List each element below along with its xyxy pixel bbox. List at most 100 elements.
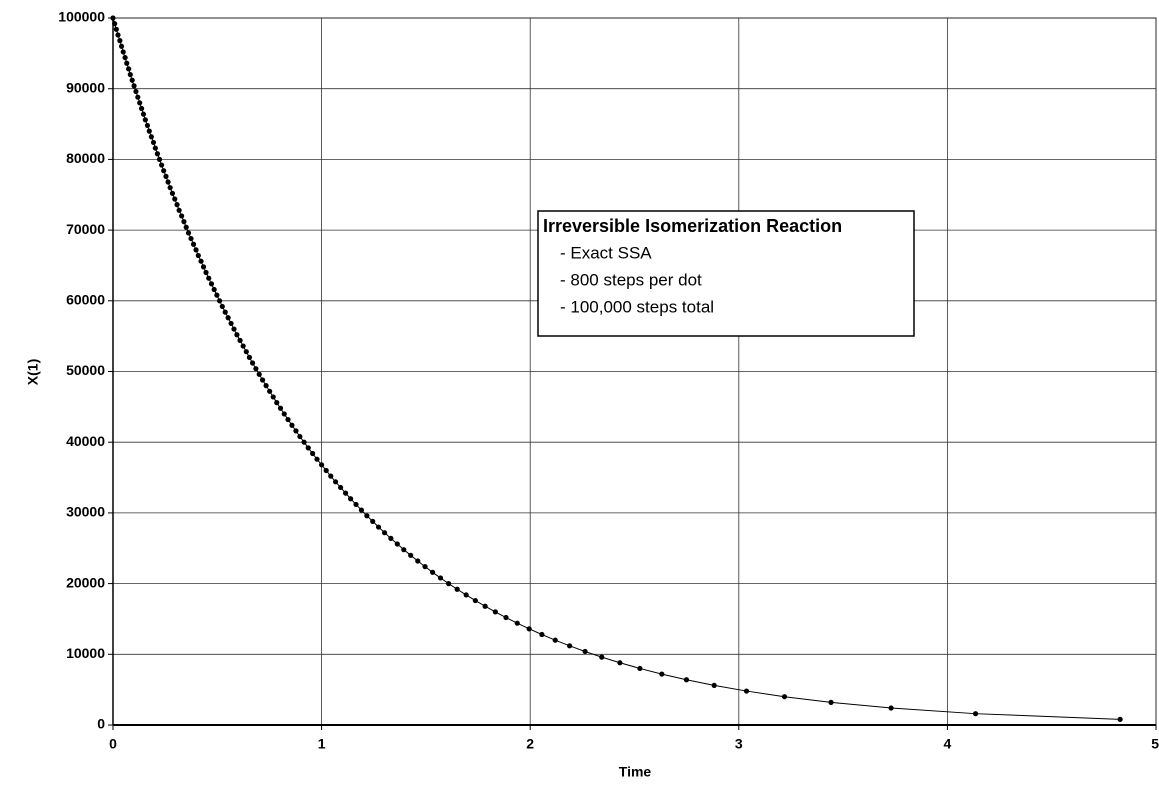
- data-point: [828, 699, 834, 705]
- data-point: [124, 60, 130, 66]
- data-point: [482, 603, 488, 609]
- data-point: [492, 609, 498, 615]
- annotation-box: [537, 210, 915, 337]
- data-point: [328, 473, 334, 479]
- data-point: [133, 88, 139, 95]
- y-tick-label: 90000: [66, 79, 105, 95]
- data-point: [237, 337, 243, 343]
- y-tick-label: 10000: [66, 645, 105, 661]
- data-point: [347, 496, 354, 502]
- data-point: [781, 694, 788, 700]
- data-point: [408, 552, 414, 558]
- data-point: [463, 592, 469, 598]
- x-tick-label: 1: [318, 736, 326, 752]
- data-point: [552, 637, 558, 643]
- data-point: [165, 179, 171, 185]
- data-point: [112, 21, 118, 27]
- data-point: [370, 518, 376, 524]
- data-point: [683, 677, 690, 683]
- annotation-line: - 800 steps per dot: [560, 270, 702, 289]
- data-point: [659, 671, 665, 677]
- data-point: [115, 32, 121, 38]
- data-point: [314, 456, 320, 462]
- data-point: [131, 83, 137, 89]
- data-point: [514, 620, 520, 626]
- data-point: [267, 388, 273, 394]
- data-point: [148, 134, 154, 140]
- data-point: [253, 366, 259, 372]
- data-point: [297, 433, 303, 440]
- y-tick-label: 50000: [66, 362, 105, 378]
- data-point: [454, 586, 460, 592]
- data-point: [281, 411, 287, 417]
- data-point: [246, 354, 253, 360]
- x-tick-label: 0: [109, 736, 117, 752]
- data-point: [285, 416, 291, 423]
- x-tick-label: 5: [1151, 736, 1159, 752]
- y-tick-label: 40000: [66, 433, 105, 449]
- data-point: [617, 660, 623, 666]
- data-point: [117, 38, 123, 44]
- data-point: [599, 654, 605, 660]
- annotation-title: Irreversible Isomerization Reaction: [543, 216, 842, 236]
- data-point: [381, 530, 388, 536]
- data-point: [190, 241, 197, 247]
- data-point: [274, 400, 280, 406]
- data-point: [358, 507, 365, 513]
- data-point: [185, 230, 192, 236]
- y-tick-label: 30000: [66, 504, 105, 520]
- data-point: [332, 479, 339, 485]
- y-tick-label: 60000: [66, 292, 105, 308]
- data-point: [567, 643, 573, 649]
- data-point: [353, 501, 359, 508]
- data-point: [342, 490, 349, 496]
- data-point: [126, 66, 132, 72]
- annotation-line: - 100,000 steps total: [560, 297, 714, 316]
- data-point: [526, 626, 532, 632]
- data-point: [503, 614, 509, 621]
- data-point: [337, 484, 344, 491]
- data-point: [711, 682, 717, 689]
- data-point: [415, 558, 421, 564]
- y-tick-label: 0: [97, 716, 105, 732]
- data-point: [249, 360, 256, 366]
- data-point: [154, 151, 161, 157]
- data-point: [472, 597, 478, 604]
- data-point: [582, 648, 588, 655]
- data-point: [216, 298, 223, 304]
- y-tick-label: 80000: [66, 150, 105, 166]
- data-point: [364, 513, 370, 519]
- data-point: [146, 128, 152, 134]
- data-point: [195, 252, 201, 259]
- y-tick-label: 20000: [66, 574, 105, 590]
- data-point: [167, 185, 173, 191]
- data-point: [263, 383, 269, 389]
- data-point: [429, 569, 436, 575]
- data-point: [129, 77, 135, 83]
- data-point: [319, 462, 325, 468]
- data-point: [152, 145, 158, 151]
- data-point: [259, 377, 266, 383]
- data-point: [437, 575, 444, 581]
- x-tick-label: 3: [735, 736, 743, 752]
- data-point: [120, 49, 126, 55]
- data-point: [277, 405, 284, 411]
- data-point: [206, 275, 212, 281]
- data-point: [142, 117, 148, 123]
- data-point: [637, 665, 643, 672]
- data-point: [743, 688, 750, 694]
- data-point: [539, 631, 545, 638]
- data-point: [127, 71, 133, 78]
- data-point: [113, 26, 119, 32]
- data-point: [172, 196, 178, 202]
- data-point: [169, 190, 176, 196]
- data-point: [110, 15, 116, 21]
- data-point: [174, 202, 180, 208]
- data-point: [270, 394, 276, 400]
- x-tick-label: 4: [944, 736, 952, 752]
- y-axis-label: X(1): [25, 359, 41, 385]
- data-point: [225, 315, 231, 321]
- data-point: [422, 564, 428, 570]
- y-tick-label: 70000: [66, 221, 105, 237]
